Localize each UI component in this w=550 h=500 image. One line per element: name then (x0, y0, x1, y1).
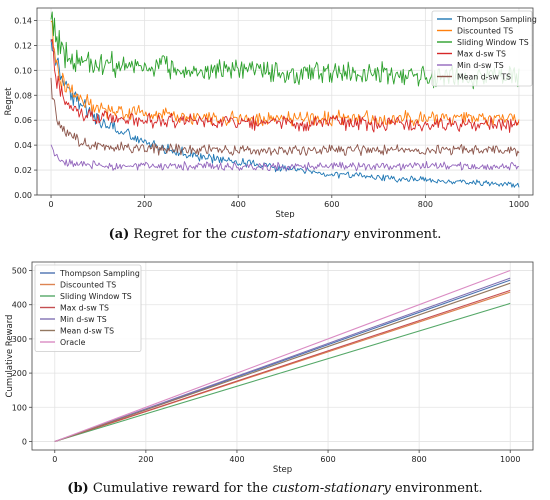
x-tick-label: 400 (229, 455, 244, 464)
y-tick-label: 0 (22, 437, 27, 446)
legend-label: Min d-sw TS (60, 315, 107, 324)
caption-a-label: (a) (108, 227, 130, 242)
series-line (54, 282, 511, 443)
y-tick-label: 0.00 (14, 191, 32, 200)
series-line (50, 144, 520, 172)
y-tick-label: 300 (12, 335, 27, 344)
series-line (54, 289, 511, 443)
caption-b-text-2: environment. (390, 481, 483, 496)
x-tick-label: 200 (138, 455, 153, 464)
x-axis-label: Step (275, 210, 294, 218)
x-axis-label: Step (273, 465, 292, 474)
legend-box (34, 264, 142, 352)
caption-a: (a) Regret for the custom-stationary env… (0, 227, 550, 242)
y-tick-label: 0.10 (14, 66, 32, 75)
y-tick-label: 0.04 (14, 141, 32, 150)
y-tick-label: 400 (12, 301, 27, 310)
y-tick-label: 0.14 (14, 16, 32, 25)
plot-frame (31, 261, 534, 451)
y-tick-label: 0.12 (14, 41, 32, 50)
caption-a-text-2: environment. (349, 227, 442, 242)
y-axis-label: Regret (4, 87, 14, 116)
y-tick-label: 0.02 (14, 166, 32, 175)
caption-a-text-1: Regret for the (129, 227, 231, 242)
legend-label: Thompson Sampling (59, 269, 140, 278)
cumulative-reward-chart: 0 200 400 600 800 1000 0 100 200 300 400 500 Step Cum… (5, 261, 534, 474)
legend-label: Max d-sw TS (457, 50, 506, 59)
x-tick-label: 800 (418, 200, 433, 209)
y-tick-label: 0.08 (14, 91, 32, 100)
legend-label: Mean d-sw TS (60, 327, 114, 336)
legend-label: Discounted TS (60, 281, 116, 290)
x-tick-label: 0 (48, 200, 53, 209)
x-tick-label: 200 (137, 200, 152, 209)
legend-box (431, 10, 533, 87)
series-line (54, 302, 511, 443)
plot-frame (36, 7, 534, 196)
regret-chart: 0 200 400 600 800 1000 0.00 0.02 0.04 0.06 0.08 0.1… (4, 7, 537, 218)
legend-label: Max d-sw TS (60, 304, 109, 313)
legend-label: Thompson Sampling (456, 15, 537, 24)
caption-b: (b) Cumulative reward for the custom-sta… (0, 481, 550, 496)
x-tick-label: 400 (231, 200, 246, 209)
x-tick-label: 600 (324, 200, 339, 209)
series-line (54, 269, 511, 443)
y-tick-label: 500 (12, 267, 27, 276)
series-line (50, 77, 520, 157)
legend-label: Mean d-sw TS (457, 73, 511, 82)
caption-b-text-1: Cumulative reward for the (88, 481, 273, 496)
legend-label: Min d-sw TS (457, 61, 504, 70)
caption-b-label: (b) (67, 481, 89, 496)
series-line (50, 38, 520, 133)
series-line (54, 277, 511, 443)
x-tick-label: 800 (411, 455, 426, 464)
x-tick-label: 600 (320, 455, 335, 464)
legend-label: Sliding Window TS (457, 38, 529, 47)
x-tick-label: 1000 (509, 200, 529, 209)
legend-label: Oracle (60, 338, 86, 347)
x-tick-label: 0 (52, 455, 57, 464)
y-axis-label: Cumulative Reward (5, 315, 15, 398)
y-tick-label: 0.06 (14, 116, 32, 125)
legend-label: Discounted TS (457, 27, 513, 36)
caption-b-emphasis: custom-stationary (272, 481, 391, 496)
legend-label: Sliding Window TS (60, 292, 132, 301)
series-line (50, 39, 520, 188)
y-tick-label: 200 (12, 369, 27, 378)
x-tick-label: 1000 (500, 455, 520, 464)
caption-a-emphasis: custom-stationary (230, 227, 350, 242)
y-tick-label: 100 (12, 403, 27, 412)
